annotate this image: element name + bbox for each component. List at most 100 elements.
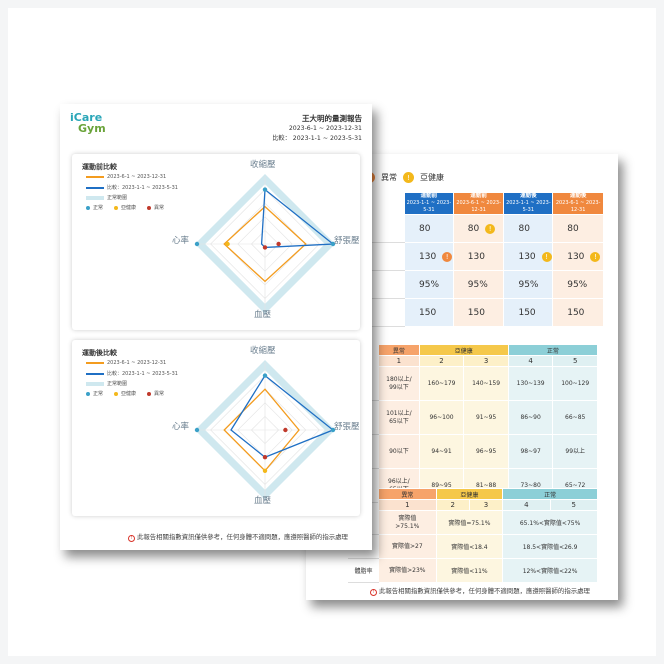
radar-chart-before [194,173,336,315]
table-cell: 實際值>23% [378,558,437,583]
level-number: 4 [507,355,554,367]
table-cell: 130! [503,242,554,271]
table-cell: 80 [404,214,454,243]
status-flag-icon: ! [485,223,496,234]
table-cell: 90以下 [378,434,420,469]
table-cell: 實際值<18.4 [435,534,504,559]
report-title: 王大明的量測報告 [302,114,362,123]
table-row: 實際值>27 實際值<18.4 18.5<實際值<26.9 [348,534,598,559]
table-cell: 130 [452,242,505,271]
level-number: 3 [468,499,504,511]
data-point [262,187,268,192]
table-cell: 95% [503,270,554,299]
disclaimer: ! 此報告相關指數資訊僅供參考，任何身體不適問題，應遵照醫師的指示處理 [128,532,348,542]
data-point [225,241,230,247]
data-point [194,241,200,247]
table-row: 體脂率 實際值>23% 實際值<11% 12%<實際值<22% [348,558,598,583]
table-cell: 65.1%<實際值<75% [502,510,598,535]
column-header: 運動後 2023-6-1 ~ 2023-12-31 [552,192,604,215]
table-cell: 實際值=75.1% [435,510,504,535]
table-cell: 99以上 [552,434,598,469]
range-group-header: 亞健康 [435,488,504,500]
level-number: 5 [549,499,598,511]
level-number: 1 [378,499,437,511]
table-row: 實際值 >75.1% 實際值=75.1% 65.1%<實際值<75% [348,510,598,535]
chart-card-before: 運動前比較 2023-6-1 ~ 2023-12-31 比較：2023-1-1 … [72,154,360,330]
level-number: 2 [418,355,465,367]
table-cell: 80! [452,214,505,243]
data-point [283,427,288,433]
table-cell: 94~91 [418,434,465,469]
range-group-header: 異常 [378,344,420,356]
range-group-header: 亞健康 [418,344,509,356]
body-composition-range-table: 異常 亞健康 正常 1 2 3 4 5 實際值 >75.1% 實際值=75.1% 65.1%<實際值… [348,488,598,583]
table-cell: 91~95 [463,400,509,435]
series-line-1 [223,205,307,283]
table-cell: 12%<實際值<22% [502,558,598,583]
table-cell: 95% [404,270,454,299]
report-page-1: iCare Gym 王大明的量測報告 2023-6-1 ~ 2023-12-31… [60,104,372,550]
level-number: 2 [435,499,470,511]
legend-abnormal: 異常 [381,173,397,182]
table-cell: 150 [552,298,604,327]
table-cell: 80 [503,214,554,243]
table-cell: 實際值<11% [435,558,504,583]
table-cell: 150 [452,298,505,327]
disclaimer: ! 此報告相關指數資訊僅供參考，任何身體不適問題，應遵照醫師的指示處理 [370,586,590,596]
warning-icon: ! [370,589,377,596]
data-point [262,373,268,378]
table-cell: 96~100 [418,400,465,435]
card-title: 運動後比較 [82,349,117,357]
table-cell: 101以上/ 65以下 [378,400,420,435]
table-cell: 130~139 [507,366,554,401]
table-cell: 100~129 [552,366,598,401]
range-group-header: 正常 [502,488,598,500]
data-point [330,241,336,247]
table-cell: 18.5<實際值<26.9 [502,534,598,559]
table-row: 95% 95% 95% 95% [348,270,604,299]
table-cell: 96~95 [463,434,509,469]
report-header: 王大明的量測報告 2023-6-1 ~ 2023-12-31 比較： 2023-… [272,114,362,144]
table-cell: 95% [552,270,604,299]
axis-label-bottom: 血壓 [254,310,272,320]
range-group-header: 正常 [507,344,599,356]
column-header: 運動前 2023-1-1 ~ 2023-5-31 [404,192,454,215]
status-flag-icon: ! [590,251,601,262]
level-number: 5 [552,355,598,367]
level-number: 3 [463,355,509,367]
table-row: 101以上/ 65以下 96~100 91~95 86~90 66~85 [348,400,598,435]
axis-label-left: 心率 [172,236,190,246]
subhealth-icon: ! [403,172,414,183]
data-point [262,455,268,460]
data-point [276,241,281,247]
column-header: 運動後 2023-1-1 ~ 2023-5-31 [503,192,554,215]
blood-pressure-range-table: 異常 亞健康 正常 1 2 3 4 5 180以上/ 99以下 160~179 140~159 130… [348,344,599,503]
axis-label-top: 收縮壓 [250,346,276,356]
logo: iCare Gym [70,111,106,135]
table-cell: 180以上/ 99以下 [378,366,420,401]
status-legend: ! 異常 ! 亞健康 [364,172,444,183]
table-cell: 150 [404,298,454,327]
chart-card-after: 運動後比較 2023-6-1 ~ 2023-12-31 比較：2023-1-1 … [72,340,360,516]
table-cell: 95% [452,270,505,299]
table-cell: 實際值 >75.1% [378,510,437,535]
table-cell: 66~85 [552,400,598,435]
table-cell: 80 [552,214,604,243]
radar-chart-after [194,359,336,501]
axis-label-right: 舒張壓 [334,236,360,246]
data-point [330,427,336,433]
measurement-table: 運動前 2023-1-1 ~ 2023-5-31 運動前 2023-6-1 ~ 202… [348,192,604,327]
axis-label-bottom: 血壓 [254,496,272,506]
column-header: 運動前 2023-6-1 ~ 2023-12-31 [452,192,505,215]
table-row: ming150150150150 [348,298,604,327]
table-cell: 86~90 [507,400,554,435]
axis-label-top: 收縮壓 [250,160,276,170]
range-group-header: 異常 [378,488,437,500]
warning-icon: ! [128,535,135,542]
axis-label-right: 舒張壓 [334,422,360,432]
table-cell: 160~179 [418,366,465,401]
data-point [262,245,268,250]
